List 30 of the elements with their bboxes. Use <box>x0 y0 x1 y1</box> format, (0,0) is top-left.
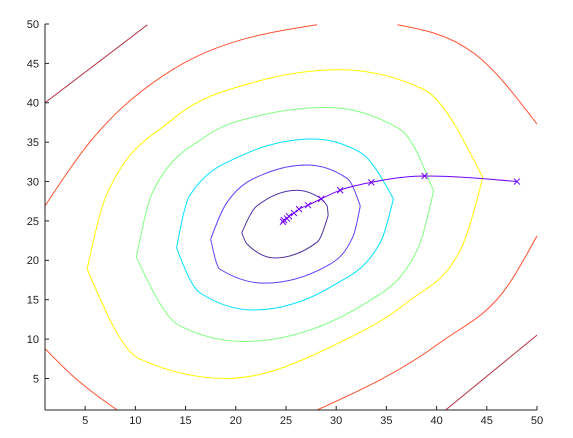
y-tick-label: 45 <box>26 58 39 70</box>
x-tick-label: 45 <box>480 414 493 427</box>
x-tick-label: 35 <box>380 414 393 427</box>
y-tick-label: 5 <box>32 373 39 386</box>
y-tick-label: 30 <box>26 176 39 188</box>
point <box>368 178 375 186</box>
point <box>513 178 520 186</box>
x-tick-label: 15 <box>179 414 192 427</box>
x-tick-label: 10 <box>129 414 142 427</box>
point <box>285 212 292 220</box>
x-tick-label: 5 <box>82 414 88 427</box>
x-tick-label: 40 <box>430 414 443 427</box>
y-tick-label: 35 <box>26 137 39 150</box>
point <box>304 202 312 209</box>
y-tick-label: 20 <box>26 255 39 268</box>
y-tick-label: 25 <box>26 216 39 228</box>
x-tick-label: 20 <box>230 414 242 427</box>
point <box>318 195 325 202</box>
point <box>421 172 428 180</box>
x-tick-label: 25 <box>280 414 292 427</box>
point <box>283 215 290 222</box>
point <box>290 210 298 217</box>
x-tick-label: 30 <box>330 414 342 427</box>
y-tick-label: 10 <box>26 334 39 346</box>
point <box>296 206 303 213</box>
y-tick-label: 50 <box>26 18 39 31</box>
x-tick-label: 50 <box>530 414 544 427</box>
y-tick-label: 15 <box>26 294 39 307</box>
point <box>336 186 344 194</box>
y-tick-label: 40 <box>26 98 39 110</box>
